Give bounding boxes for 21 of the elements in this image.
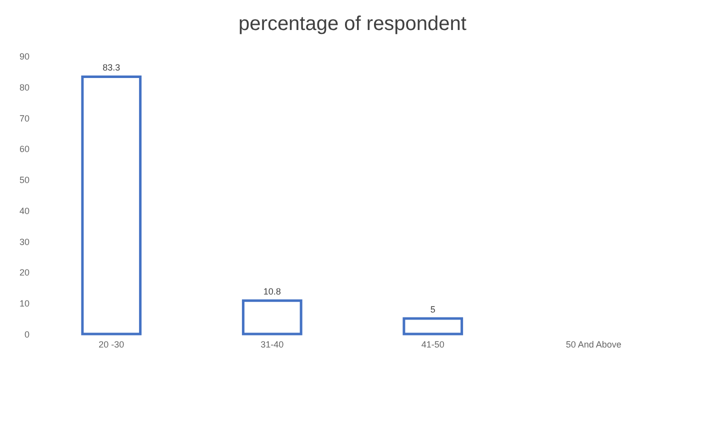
data-label: 10.8	[263, 286, 281, 297]
x-tick-label: 41-50	[421, 340, 444, 350]
bar	[402, 317, 464, 336]
x-tick-label: 31-40	[260, 340, 284, 350]
y-tick-label: 70	[19, 113, 30, 124]
y-tick-label: 10	[19, 298, 30, 309]
y-tick-label: 20	[19, 268, 30, 278]
data-label: 83.3	[102, 62, 120, 73]
x-tick-label: 50 And Above	[566, 340, 622, 350]
y-tick-label: 0	[24, 330, 30, 340]
y-tick-label: 90	[19, 52, 30, 62]
y-tick-label: 30	[19, 236, 30, 247]
y-tick-label: 80	[19, 82, 30, 92]
x-tick-label: 20 -30	[98, 340, 124, 350]
bar	[242, 299, 302, 336]
bar	[81, 75, 142, 336]
y-tick-label: 50	[19, 175, 30, 186]
data-label: 5	[430, 304, 436, 315]
y-tick-label: 40	[19, 206, 30, 216]
chart-title: percentage of respondent	[238, 13, 467, 35]
y-tick-label: 60	[19, 144, 30, 154]
